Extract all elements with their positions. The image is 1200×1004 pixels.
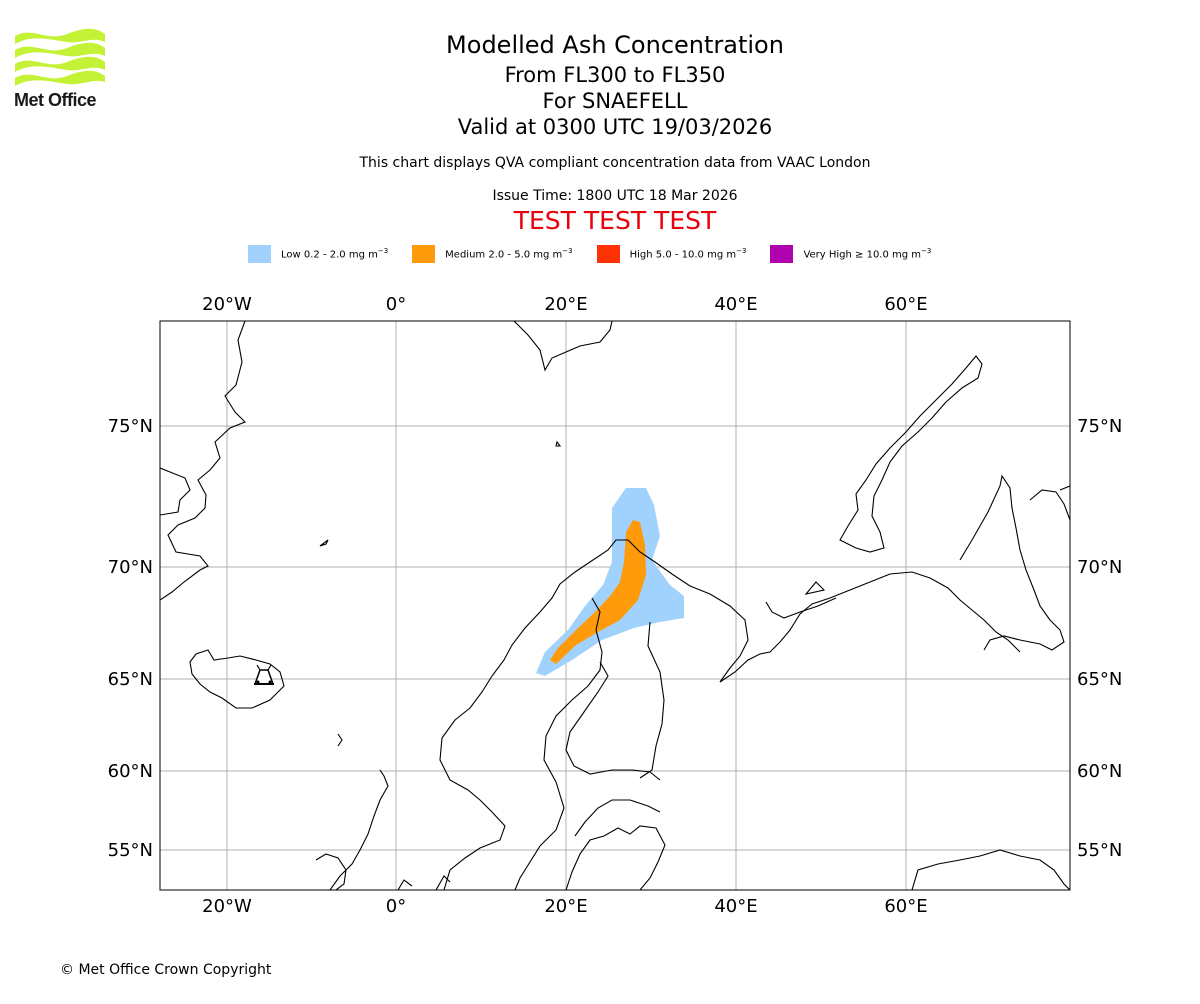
lon-tick-bottom-0: 0° [386,896,406,917]
legend-swatch-very-high [770,245,794,263]
lat-tick-left-55n: 55°N [108,840,153,861]
lat-tick-left-65n: 65°N [108,669,153,690]
lat-tick-right-65n: 65°N [1077,669,1122,690]
scandinavia-coast [439,539,749,890]
legend-label-high: High 5.0 - 10.0 mg m−3 [629,247,747,261]
lat-tick-right-70n: 70°N [1077,557,1122,578]
lat-tick-left-70n: 70°N [108,557,153,578]
flight-levels: From FL300 to FL350 [504,63,726,87]
iceland-coast [189,649,285,709]
lon-tick-bottom-60e: 60°E [884,896,927,917]
met-office-logo: Met Office [12,28,112,114]
map-frame [159,320,1071,891]
issue-time: Issue Time: 1800 UTC 18 Mar 2026 [492,188,738,204]
lon-ticks-top: 20°W 0° 20°E 40°E 60°E [202,294,927,315]
legend-label-low: Low 0.2 - 2.0 mg m−3 [281,247,389,261]
lon-tick-top-40e: 40°E [714,294,757,315]
test-banner: TEST TEST TEST [513,206,717,235]
graticule [160,321,1070,890]
legend-item-very-high: Very High ≥ 10.0 mg m−3 [770,245,931,263]
lon-ticks-bottom: 20°W 0° 20°E 40°E 60°E [202,896,927,917]
chart-description: This chart displays QVA compliant concen… [359,155,871,171]
legend-label-very-high: Very High ≥ 10.0 mg m−3 [803,247,932,261]
lon-tick-top-0: 0° [386,294,406,315]
ash-plume-low [536,488,684,676]
lon-tick-top-20e: 20°E [544,294,587,315]
legend-label-medium: Medium 2.0 - 5.0 mg m−3 [445,247,573,261]
ash-plume-medium [550,520,646,664]
volcano-name: For SNAEFELL [542,89,688,113]
lon-tick-bottom-20e: 20°E [544,896,587,917]
volcano-icon [253,664,275,685]
legend-item-high: High 5.0 - 10.0 mg m−3 [596,245,747,263]
legend-swatch-low [248,245,271,263]
lat-ticks-left: 75°N 70°N 65°N 60°N 55°N [108,416,153,861]
lat-tick-right-60n: 60°N [1077,761,1122,782]
legend-swatch-medium [412,245,436,263]
lat-tick-left-60n: 60°N [108,761,153,782]
lon-tick-bottom-20w: 20°W [202,896,252,917]
copyright-notice: © Met Office Crown Copyright [60,962,272,978]
page-title: Modelled Ash Concentration [446,31,784,59]
coastlines [160,321,1070,890]
chart-header: Modelled Ash Concentration From FL300 to… [0,30,1200,236]
lat-tick-right-55n: 55°N [1077,840,1122,861]
lon-tick-top-60e: 60°E [884,294,927,315]
valid-time: Valid at 0300 UTC 19/03/2026 [457,115,773,139]
lat-tick-right-75n: 75°N [1077,416,1122,437]
lon-tick-top-20w: 20°W [202,294,252,315]
uk-coast [329,769,389,890]
met-office-wave-logo [15,28,105,86]
legend-item-medium: Medium 2.0 - 5.0 mg m−3 [412,245,573,263]
concentration-legend: Low 0.2 - 2.0 mg m−3 Medium 2.0 - 5.0 mg… [248,244,931,264]
logo-text: Met Office [14,90,97,110]
lat-tick-left-75n: 75°N [108,416,153,437]
novaya-zemlya-coast [839,355,983,553]
lat-ticks-right: 75°N 70°N 65°N 60°N 55°N [1077,416,1122,861]
legend-swatch-high [596,245,620,263]
lon-tick-bottom-40e: 40°E [714,896,757,917]
legend-item-low: Low 0.2 - 2.0 mg m−3 [248,245,388,263]
